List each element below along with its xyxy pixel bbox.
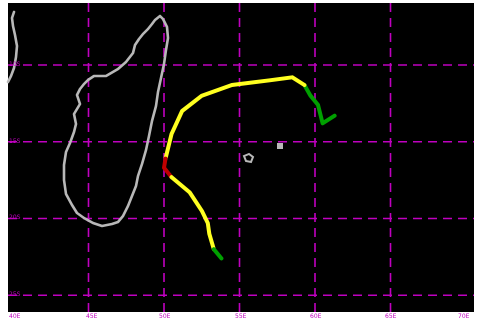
lat-label-20s: 20S [9, 214, 21, 221]
track-segment-yellow-3[interactable] [169, 175, 216, 252]
lon-label-70e: 70E [458, 313, 470, 320]
coastlines [6, 10, 170, 228]
track-segment-yellow-1[interactable] [163, 75, 307, 161]
lat-label-10s: 10S [9, 61, 21, 68]
islands [242, 143, 283, 164]
lon-label-65e: 65E [385, 313, 397, 320]
track-segment-green-4[interactable] [211, 247, 224, 261]
track-segment-green-0[interactable] [302, 83, 337, 126]
lon-label-45e: 45E [86, 313, 98, 320]
lat-label-25s: 25S [9, 291, 21, 298]
lon-label-50e: 50E [159, 313, 171, 320]
madagascar-coastline [62, 14, 170, 228]
lon-label-55e: 55E [235, 313, 247, 320]
longitude-labels: 40E 45E 50E 55E 60E 65E 70E [9, 313, 470, 320]
lat-label-15s: 15S [9, 138, 21, 145]
mauritius-island [277, 143, 283, 149]
track-segment-red-2[interactable] [162, 156, 174, 180]
reunion-island [242, 152, 255, 164]
storm-track[interactable] [162, 75, 337, 261]
africa-coastline [6, 10, 19, 84]
lon-label-60e: 60E [310, 313, 322, 320]
latitude-labels: 10S 15S 20S 25S [9, 61, 21, 298]
map-background [8, 3, 474, 312]
lon-label-40e: 40E [9, 313, 21, 320]
